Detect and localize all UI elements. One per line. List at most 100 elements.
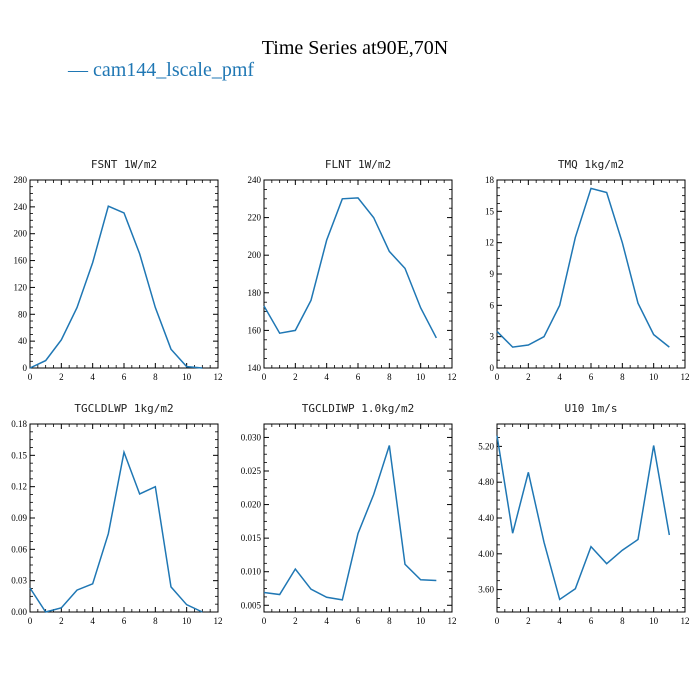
x-tick-label: 8 [387, 616, 392, 626]
y-tick-label: 0.03 [11, 576, 27, 586]
y-axis: 140 160 180 200 220 240 [248, 175, 452, 373]
y-tick-label: 4.80 [478, 477, 494, 487]
y-tick-label: 220 [248, 213, 262, 223]
y-tick-label: 0.025 [241, 466, 262, 476]
panel-title: FLNT 1W/m2 [325, 158, 391, 171]
x-tick-label: 2 [59, 616, 64, 626]
x-tick-label: 2 [293, 372, 298, 382]
x-tick-label: 6 [589, 372, 594, 382]
y-tick-label: 0.010 [241, 567, 262, 577]
y-tick-label: 120 [14, 282, 28, 292]
panel-title: TGCLDIWP 1.0kg/m2 [302, 402, 415, 415]
y-tick-label: 240 [248, 175, 262, 185]
y-tick-label: 3.60 [478, 585, 494, 595]
y-tick-label: 0.020 [241, 500, 262, 510]
x-tick-label: 6 [356, 372, 361, 382]
panels: FSNT 1W/m20 2 4 6 8 10 1204080120160200240280F… [11, 158, 689, 626]
x-axis: 0 2 4 6 8 10 12 [495, 180, 690, 382]
x-tick-label: 10 [416, 372, 426, 382]
chart-panel-6: U10 1m/s 0 2 4 6 8 10 12 3.60 4.00 4.40 4.80 5.20 [478, 402, 689, 626]
y-tick-label: 0.00 [11, 607, 27, 617]
x-tick-label: 0 [262, 616, 267, 626]
chart-panel-4: TGCLDLWP 1kg/m2 0 2 4 6 8 10 12 0.00 0.03 0.06 0.09… [11, 402, 222, 626]
y-tick-label: 160 [248, 325, 262, 335]
y-tick-label: 9 [490, 269, 495, 279]
series-line [29, 449, 203, 613]
x-tick-label: 4 [90, 372, 95, 382]
y-tick-label: 12 [485, 238, 494, 248]
x-tick-label: 4 [324, 372, 329, 382]
y-tick-label: 4.40 [478, 513, 494, 523]
x-tick-label: 0 [28, 372, 33, 382]
x-tick-label: 8 [153, 372, 158, 382]
figure-title: Time Series at90E,70N [262, 37, 448, 59]
y-tick-label: 80 [18, 309, 28, 319]
plot-frame [263, 179, 453, 369]
x-tick-label: 0 [28, 616, 33, 626]
x-tick-label: 12 [681, 616, 690, 626]
y-tick-label: 280 [14, 175, 28, 185]
legend-entry: — cam144_lscale_pmf [67, 59, 254, 81]
series-line [29, 205, 203, 369]
x-tick-label: 10 [649, 372, 659, 382]
x-tick-label: 10 [416, 616, 426, 626]
plot-frame [263, 423, 453, 613]
y-tick-label: 0.015 [241, 533, 262, 543]
series-line [496, 435, 671, 601]
x-tick-label: 6 [122, 616, 127, 626]
y-tick-label: 0.15 [11, 450, 27, 460]
y-tick-label: 0.18 [11, 419, 27, 429]
y-tick-label: 180 [248, 288, 262, 298]
panel-title: U10 1m/s [565, 402, 618, 415]
x-tick-label: 12 [448, 372, 457, 382]
x-tick-label: 10 [182, 616, 192, 626]
x-tick-label: 6 [589, 616, 594, 626]
panel-title: TGCLDLWP 1kg/m2 [74, 402, 173, 415]
y-tick-label: 160 [14, 256, 28, 266]
x-tick-label: 8 [153, 616, 158, 626]
x-tick-label: 2 [293, 616, 298, 626]
x-tick-label: 6 [122, 372, 127, 382]
x-tick-label: 2 [526, 372, 531, 382]
y-tick-label: 0.12 [11, 482, 27, 492]
x-tick-label: 2 [526, 616, 531, 626]
y-tick-label: 140 [248, 363, 262, 373]
series-line [263, 197, 437, 339]
panel-title: TMQ 1kg/m2 [558, 158, 624, 171]
y-tick-label: 4.00 [478, 549, 494, 559]
x-tick-label: 4 [557, 372, 562, 382]
y-tick-label: 6 [490, 300, 495, 310]
x-tick-label: 8 [620, 372, 625, 382]
chart-panel-3: TMQ 1kg/m2 0 2 4 6 8 10 12 0 3 6 9 12 15 18 [485, 158, 690, 382]
x-tick-label: 12 [214, 372, 223, 382]
x-tick-label: 4 [557, 616, 562, 626]
y-tick-label: 200 [248, 250, 262, 260]
y-tick-label: 18 [485, 175, 495, 185]
x-axis: 0 2 4 6 8 10 12 [28, 180, 223, 382]
x-tick-label: 8 [387, 372, 392, 382]
x-tick-label: 0 [495, 616, 500, 626]
plot-frame [496, 179, 686, 369]
y-tick-label: 0.09 [11, 513, 27, 523]
x-tick-label: 8 [620, 616, 625, 626]
y-tick-label: 0.06 [11, 544, 27, 554]
y-tick-label: 240 [14, 202, 28, 212]
x-axis: 0 2 4 6 8 10 12 [262, 424, 457, 626]
x-tick-label: 2 [59, 372, 64, 382]
y-axis: 0 40 80 120 160 200 240 280 [14, 175, 218, 373]
y-axis: 0.00 0.03 0.06 0.09 0.12 0.15 0.18 [11, 419, 218, 617]
series-line [263, 445, 437, 601]
y-tick-label: 0 [490, 363, 495, 373]
chart-panel-2: FLNT 1W/m2 0 2 4 6 8 10 12 140 160 180 200 220 240 [248, 158, 457, 382]
y-tick-label: 40 [18, 336, 28, 346]
y-tick-label: 15 [485, 206, 495, 216]
x-axis: 0 2 4 6 8 10 12 [495, 424, 690, 626]
plot-frame [29, 179, 219, 369]
y-axis: 0.005 0.010 0.015 0.020 0.025 0.030 [241, 428, 452, 610]
x-tick-label: 12 [681, 372, 690, 382]
chart-panel-5: TGCLDIWP 1.0kg/m2 0 2 4 6 8 10 12 0.005 0.010 0.01… [241, 402, 457, 626]
x-tick-label: 12 [214, 616, 223, 626]
panel-title: FSNT 1W/m2 [91, 158, 157, 171]
